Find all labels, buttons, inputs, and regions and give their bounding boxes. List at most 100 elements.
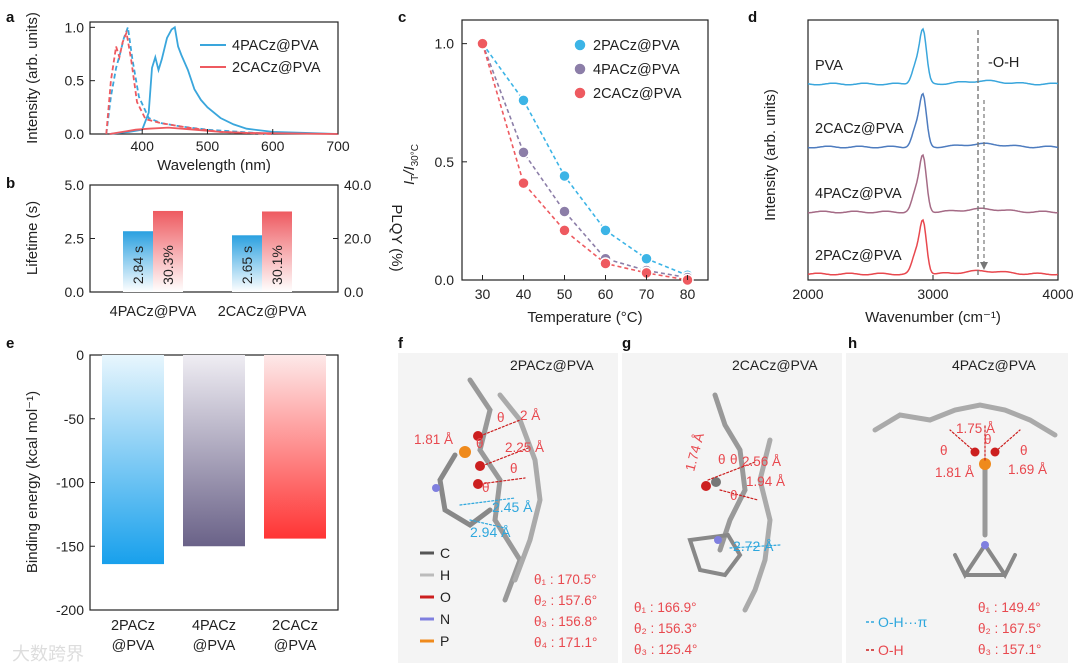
panel-a-frame xyxy=(89,21,339,135)
panel-a-xtick-2: 600 xyxy=(261,138,285,154)
panel-letter-c: c xyxy=(398,9,406,26)
panel-b-label-lifetime-1: 2.65 s xyxy=(239,246,255,284)
panel-c-series-group xyxy=(476,37,694,287)
panel-d-spectrum-0 xyxy=(807,27,1059,86)
panel-c-xtick-5: 80 xyxy=(680,286,696,302)
panel-h-legend-ohpi: O-H···π xyxy=(878,614,928,630)
panel-c-legend-marker-2 xyxy=(573,86,587,100)
panel-b-category-1: 2CACz@PVA xyxy=(218,304,307,320)
panel-d-spectrum-2 xyxy=(807,153,1059,214)
panel-c-legend-2: 2CACz@PVA xyxy=(593,86,682,102)
panel-f-theta-2: θ xyxy=(476,436,484,451)
panel-h-legend-oh: O-H xyxy=(878,642,904,658)
panel-h-molecule: 4PACz@PVA 1.75 Å θ θ θ 1.81 Å 1.69 Å O-H… xyxy=(846,353,1068,663)
panel-b-categories: 4PACz@PVA 2CACz@PVA xyxy=(110,304,307,320)
panel-c-point-0-1 xyxy=(517,94,530,107)
panel-h-theta-2: θ xyxy=(1020,443,1028,458)
panel-b-bar-lifetime-1 xyxy=(232,235,262,292)
panel-g-distance-3: 1.94 Å xyxy=(746,474,785,489)
panel-a-xtick-1: 500 xyxy=(196,138,220,154)
panel-c-point-2-2 xyxy=(558,224,571,237)
panel-b-ytick-2: 5.0 xyxy=(65,177,85,193)
panel-e-category-2-1: @PVA xyxy=(274,638,317,654)
panel-b-bar-plqy-1 xyxy=(262,211,292,292)
panel-d-spectrum-1 xyxy=(807,92,1059,149)
panel-h-title: 4PACz@PVA xyxy=(952,357,1036,373)
panel-a-xtick-0: 400 xyxy=(131,138,155,154)
panel-c-point-2-0 xyxy=(476,37,489,50)
panel-f-angle-2: θ₃ : 156.8° xyxy=(534,614,597,629)
panel-e-bar-0 xyxy=(102,355,164,565)
panel-f-distance-1: 1.81 Å xyxy=(414,432,453,447)
panel-c-xtick-1: 40 xyxy=(516,286,532,302)
panel-f-pva-chain-2 xyxy=(497,392,543,583)
panel-c-y-label-i: I xyxy=(401,181,418,185)
panel-letter-b: b xyxy=(6,175,15,192)
panel-c-legend-0: 2PACz@PVA xyxy=(593,38,680,54)
panel-letter-a: a xyxy=(6,9,15,26)
panel-f-n-atom xyxy=(432,484,440,492)
panel-f-angles: θ₁ : 170.5° θ₂ : 157.6° θ₃ : 156.8° θ₄ : 17… xyxy=(534,572,597,650)
panel-g-angle-1: θ₂ : 156.3° xyxy=(634,621,697,636)
panel-c-xtick-2: 50 xyxy=(557,286,573,302)
panel-e-category-0-1: @PVA xyxy=(112,638,155,654)
panel-a-x-ticks: 400 500 600 700 xyxy=(131,129,350,154)
panel-f-atom-label-4: P xyxy=(440,633,449,649)
panel-d-spectrum-3 xyxy=(807,218,1059,276)
panel-g-c-atom xyxy=(711,477,721,487)
panel-b-ytick2-2: 40.0 xyxy=(344,177,371,193)
panel-c-point-2-3 xyxy=(599,257,612,270)
panel-d-xtick-2: 4000 xyxy=(1042,286,1073,302)
panel-b-label-plqy-0: 30.3% xyxy=(160,245,176,285)
panel-a-series-2 xyxy=(109,126,339,135)
panel-f-atom-label-1: H xyxy=(440,567,450,583)
panel-h-distance-1: 1.75 Å xyxy=(956,421,995,436)
panel-h-angle-1: θ₂ : 167.5° xyxy=(978,621,1041,636)
panel-g-background xyxy=(622,353,842,663)
panel-e-y-label: Binding energy (kcal mol⁻¹) xyxy=(24,391,41,573)
panel-h-angle-2: θ₃ : 157.1° xyxy=(978,642,1041,657)
panel-d-label-1: 2CACz@PVA xyxy=(815,121,904,137)
panel-c-xtick-4: 70 xyxy=(639,286,655,302)
panel-g-angles: θ₁ : 166.9° θ₂ : 156.3° θ₃ : 125.4° xyxy=(634,600,697,657)
panel-g-pva-chain-2 xyxy=(742,437,773,613)
panel-f-atom-label-3: N xyxy=(440,611,450,627)
panel-b-label-plqy-1: 30.1% xyxy=(269,245,285,285)
panel-a-series-group xyxy=(105,25,339,135)
panel-f-title: 2PACz@PVA xyxy=(510,357,594,373)
panel-f-hbonds xyxy=(479,419,529,485)
panel-f-theta-1: θ xyxy=(497,410,505,425)
panel-a-x-label: Wavelength (nm) xyxy=(157,157,271,174)
panel-d-xtick-0: 2000 xyxy=(792,286,823,302)
panel-b-y-label: Lifetime (s) xyxy=(24,201,41,275)
panel-a-xtick-3: 700 xyxy=(326,138,350,154)
panel-b-category-0: 4PACz@PVA xyxy=(110,304,197,320)
panel-c-legend: 2PACz@PVA 4PACz@PVA 2CACz@PVA xyxy=(573,38,682,102)
panel-c-y-label: IT/I30°C xyxy=(401,144,421,185)
panel-h-n-atom xyxy=(981,541,989,549)
panel-c-point-0-3 xyxy=(599,224,612,237)
panel-d-frame xyxy=(807,19,1059,281)
panel-e-ytick-3: -150 xyxy=(56,538,84,554)
panel-f-p-atom xyxy=(459,446,471,458)
panel-a-series-0 xyxy=(109,25,339,135)
panel-c-point-0-4 xyxy=(640,252,653,265)
panel-f-distance-3: 2.45 Å xyxy=(492,499,533,515)
panel-b-bar-lifetime-0 xyxy=(123,231,153,292)
panel-c-legend-1: 4PACz@PVA xyxy=(593,62,680,78)
panel-f-o-atom-2 xyxy=(475,461,485,471)
panel-c-point-0-2 xyxy=(558,169,571,183)
panel-d-label-3: 2PACz@PVA xyxy=(815,248,902,264)
panel-f-molecule: 2PACz@PVA θ 2 Å 1.81 Å θ 2.25 Å θ θ 2.45… xyxy=(398,353,618,663)
panel-letter-d: d xyxy=(748,9,757,26)
panel-letter-g: g xyxy=(622,335,631,352)
panel-c-ytick-2: 1.0 xyxy=(435,36,455,52)
panel-e-ytick-0: 0 xyxy=(76,347,84,363)
panel-e-bar-1 xyxy=(183,355,245,547)
panel-e-category-0-0: 2PACz xyxy=(111,618,155,634)
panel-g-title: 2CACz@PVA xyxy=(732,357,818,373)
panel-e-category-1-1: @PVA xyxy=(193,638,236,654)
panel-c-x-label: Temperature (°C) xyxy=(527,309,642,326)
panel-c-xtick-0: 30 xyxy=(475,286,491,302)
panel-c-legend-marker-0 xyxy=(573,38,587,52)
